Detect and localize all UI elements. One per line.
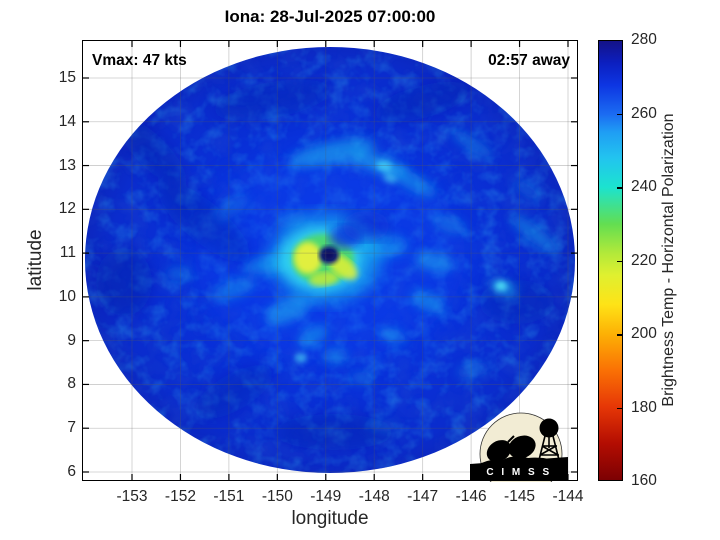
colorbar-tick-mark bbox=[617, 187, 622, 189]
colorbar-label: Brightness Temp - Horizontal Polarizatio… bbox=[660, 113, 677, 407]
colorbar-tick-mark bbox=[617, 407, 622, 409]
x-tick-label: -149 bbox=[310, 488, 342, 505]
cimss-logo: C I M S S bbox=[470, 412, 568, 482]
grid-lines bbox=[83, 41, 577, 480]
water-tower-icon bbox=[537, 418, 561, 465]
x-tick-label: -150 bbox=[261, 488, 293, 505]
storm-eye-complex bbox=[270, 211, 390, 303]
countdown-annotation: 02:57 away bbox=[488, 52, 570, 69]
x-tick-label: -144 bbox=[552, 488, 584, 505]
colorbar-tick-label: 160 bbox=[631, 472, 657, 489]
colorbar-tick-label: 260 bbox=[631, 104, 657, 122]
colorbar-tick-label: 240 bbox=[631, 178, 657, 195]
x-tick-label: -152 bbox=[164, 488, 196, 505]
logo-banner bbox=[470, 457, 568, 481]
y-tick-label: 14 bbox=[58, 112, 76, 130]
x-tick-label: -153 bbox=[116, 488, 148, 505]
colorbar-tick-label: 200 bbox=[631, 325, 657, 342]
swath-disk bbox=[85, 47, 575, 473]
colorbar-tick-mark bbox=[617, 113, 622, 115]
y-tick-label: 12 bbox=[58, 200, 76, 218]
colorbar-tick-mark bbox=[617, 334, 622, 336]
x-tick-label: -147 bbox=[407, 488, 439, 505]
x-tick-label: -145 bbox=[504, 488, 536, 505]
x-tick-label: -151 bbox=[213, 488, 245, 505]
y-tick-label: 15 bbox=[58, 69, 76, 86]
y-tick-label: 7 bbox=[67, 419, 76, 437]
y-tick-label: 6 bbox=[67, 462, 76, 480]
y-tick-label: 9 bbox=[67, 331, 76, 349]
y-tick-label: 10 bbox=[58, 287, 76, 305]
colorbar-tick-label: 220 bbox=[631, 251, 657, 269]
axes-border bbox=[82, 40, 578, 481]
colorbar-tick-mark bbox=[617, 260, 622, 262]
vmax-annotation: Vmax: 47 kts bbox=[92, 52, 187, 69]
colorbar-tick-label: 280 bbox=[631, 31, 657, 48]
satellite-swath-plot bbox=[82, 40, 578, 481]
y-tick-label: 13 bbox=[58, 156, 76, 174]
x-axis-label: longitude bbox=[291, 508, 369, 529]
y-tick-label: 11 bbox=[59, 244, 76, 262]
colorbar-tick-label: 180 bbox=[631, 398, 657, 416]
cimss-logo-text: C I M S S bbox=[486, 467, 551, 478]
x-tick-label: -148 bbox=[358, 488, 390, 505]
axis-tick-marks bbox=[82, 40, 578, 481]
plot-title: Iona: 28-Jul-2025 07:00:00 bbox=[224, 7, 436, 26]
x-tick-label: -146 bbox=[455, 488, 487, 505]
y-tick-label: 8 bbox=[67, 375, 76, 393]
